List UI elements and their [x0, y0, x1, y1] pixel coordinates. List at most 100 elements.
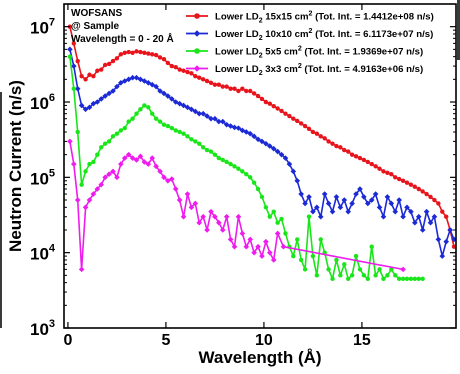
data-point — [212, 213, 218, 220]
data-point — [267, 101, 272, 106]
data-point — [172, 186, 179, 192]
data-point — [121, 155, 128, 161]
y-tick-label: 107 — [30, 17, 55, 38]
data-point — [165, 177, 171, 184]
y-tick-label: 103 — [30, 318, 55, 339]
data-point — [306, 214, 312, 219]
data-point — [338, 273, 343, 278]
data-point — [90, 191, 97, 197]
data-point — [271, 209, 276, 214]
data-point — [200, 110, 206, 117]
data-point — [424, 191, 429, 197]
data-point — [197, 141, 202, 146]
data-point — [267, 214, 272, 219]
data-point — [287, 113, 292, 119]
data-point — [91, 74, 96, 79]
data-point — [165, 93, 171, 99]
data-point — [78, 266, 85, 273]
data-point — [420, 189, 425, 194]
data-point — [106, 61, 112, 67]
data-point — [373, 273, 378, 278]
data-point — [291, 253, 296, 259]
data-point — [102, 141, 108, 146]
data-point — [365, 200, 371, 207]
legend-entry-4: Lower LD2 3x3 cm2 (Tot. Int. = 4.9163e+0… — [186, 63, 423, 77]
data-point — [79, 74, 84, 79]
data-point — [389, 267, 394, 272]
data-point — [400, 266, 406, 273]
data-point — [232, 86, 237, 91]
data-point — [388, 200, 395, 207]
data-point — [126, 119, 131, 124]
series-1 — [67, 24, 457, 249]
data-point — [377, 267, 382, 272]
data-point — [419, 227, 426, 233]
data-point — [95, 152, 100, 157]
data-point — [184, 191, 191, 197]
data-point — [153, 52, 159, 58]
data-point — [150, 111, 155, 116]
legend: Lower LD2 15x15 cm2 (Tot. Int. = 1.4412e… — [186, 11, 434, 77]
data-point — [153, 116, 159, 121]
data-point — [239, 127, 246, 134]
data-point — [74, 85, 81, 92]
data-point — [294, 177, 301, 184]
data-point — [322, 136, 327, 141]
data-point — [176, 100, 183, 107]
data-point — [125, 76, 132, 83]
series-4 — [67, 138, 406, 273]
data-point — [392, 208, 399, 215]
legend-marker — [194, 13, 200, 19]
data-point — [302, 267, 308, 272]
data-point — [326, 267, 331, 272]
data-point — [220, 157, 225, 163]
data-point — [157, 55, 163, 60]
data-point — [239, 230, 246, 237]
data-point — [212, 115, 218, 122]
data-point — [263, 205, 269, 210]
data-point — [416, 276, 421, 281]
data-point — [420, 276, 425, 281]
data-point — [283, 231, 288, 236]
data-point — [82, 106, 89, 113]
data-point — [408, 182, 414, 187]
data-point — [130, 50, 135, 56]
data-point — [235, 125, 242, 131]
series-2 — [67, 46, 457, 259]
data-point — [325, 200, 332, 207]
data-point — [400, 213, 406, 220]
data-point — [259, 96, 265, 102]
x-tick-label: 10 — [255, 332, 273, 349]
data-point — [75, 58, 80, 64]
data-point — [400, 276, 406, 281]
data-point — [275, 106, 280, 111]
data-point — [381, 169, 386, 174]
data-point — [193, 74, 198, 79]
data-point — [75, 129, 80, 135]
data-point — [114, 83, 120, 90]
data-point — [240, 86, 245, 91]
data-point — [440, 209, 445, 214]
data-point — [396, 176, 402, 182]
data-point — [86, 197, 93, 203]
data-point — [431, 213, 438, 220]
data-point — [129, 74, 136, 81]
data-point — [71, 86, 77, 91]
data-point — [106, 139, 112, 144]
data-point — [369, 161, 374, 167]
data-point — [412, 184, 418, 189]
data-point — [314, 131, 320, 136]
data-point — [99, 145, 104, 150]
data-point — [86, 104, 93, 111]
data-point — [141, 78, 148, 84]
data-point — [231, 243, 238, 250]
data-point — [275, 220, 280, 225]
data-point — [118, 52, 124, 57]
data-point — [341, 197, 348, 203]
data-point — [369, 244, 374, 249]
data-point — [204, 113, 210, 119]
data-point — [361, 157, 367, 163]
data-point — [345, 208, 351, 215]
data-point — [180, 213, 187, 220]
